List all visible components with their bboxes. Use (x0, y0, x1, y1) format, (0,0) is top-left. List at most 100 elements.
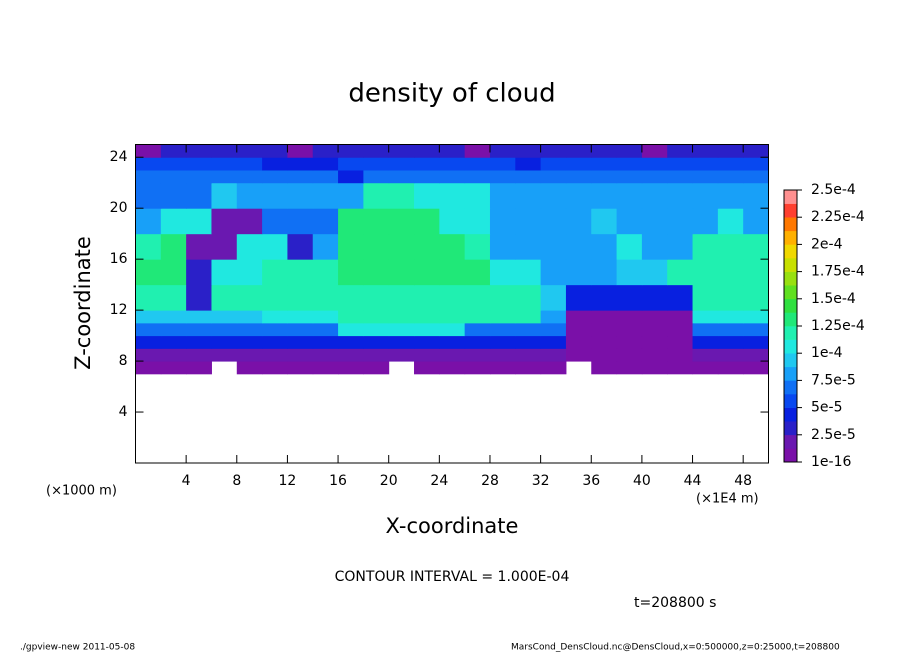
heatmap-cell (338, 310, 364, 324)
heatmap-cell (565, 157, 592, 171)
colorbar-segment (784, 258, 797, 272)
heatmap-cell (565, 335, 592, 349)
heatmap-cell (363, 208, 390, 235)
heatmap-cell (160, 284, 187, 311)
heatmap-cell (616, 335, 643, 349)
heatmap-cell (464, 284, 491, 311)
colorbar-label: 1.75e-4 (811, 264, 865, 280)
heatmap-cell (414, 182, 440, 209)
heatmap-cell (540, 144, 567, 158)
heatmap-cell (211, 169, 238, 184)
heatmap-cell (667, 157, 694, 171)
heatmap-cell (135, 208, 162, 235)
heatmap-cell (338, 348, 364, 362)
x-tick-label: 20 (380, 473, 398, 489)
heatmap-cell (414, 233, 440, 260)
heatmap-cell (186, 310, 212, 324)
heatmap-cell (464, 361, 491, 375)
heatmap-cell (616, 310, 643, 324)
heatmap-cell (312, 310, 339, 324)
heatmap-cell (641, 335, 668, 349)
heatmap-cell (540, 169, 567, 184)
heatmap-cell (135, 233, 162, 260)
heatmap-cell (743, 208, 769, 235)
y-axis-label: Z-coordinate (71, 236, 95, 370)
colorbar-label: 1.25e-4 (811, 318, 865, 334)
colorbar-segment (784, 421, 797, 436)
colorbar-segment (784, 285, 797, 300)
heatmap-cell (135, 182, 162, 209)
chart-title: density of cloud (348, 79, 555, 109)
heatmap-cell (565, 208, 592, 235)
colorbar-segment (784, 190, 797, 204)
heatmap-cell (717, 310, 744, 324)
heatmap-cell (287, 348, 314, 362)
heatmap-cell (312, 169, 339, 184)
heatmap-cell (464, 169, 491, 184)
x-tick-label: 44 (684, 473, 702, 489)
heatmap-cell (667, 169, 694, 184)
heatmap-cell (439, 361, 466, 375)
heatmap-cell (717, 182, 744, 209)
heatmap-cell (414, 310, 440, 324)
heatmap-cell (312, 361, 339, 375)
x-tick-label: 16 (329, 473, 347, 489)
heatmap-cell (439, 284, 466, 311)
colorbar-label: 2.5e-5 (811, 427, 856, 443)
heatmap-cell (515, 335, 542, 349)
heatmap-cell (236, 348, 263, 362)
heatmap-cell (287, 259, 314, 286)
heatmap-cell (338, 335, 364, 349)
heatmap-cell (388, 182, 415, 209)
heatmap-cell (464, 310, 491, 324)
heatmap-cell (616, 144, 643, 158)
heatmap-cell (211, 157, 238, 171)
heatmap-cell (540, 322, 567, 337)
heatmap-cell (591, 361, 618, 375)
heatmap-cell (363, 284, 390, 311)
heatmap-cell (287, 157, 314, 171)
heatmap-cell (211, 335, 238, 349)
heatmap-cell (464, 259, 491, 286)
heatmap-cell (236, 233, 263, 260)
contour-note: CONTOUR INTERVAL = 1.000E-04 (335, 569, 570, 585)
heatmap-cell (540, 335, 567, 349)
colorbar-label: 2.5e-4 (811, 182, 856, 198)
colorbar-label: 1e-4 (811, 345, 843, 361)
heatmap-cell (160, 208, 187, 235)
heatmap-cell (262, 284, 288, 311)
heatmap-cell (641, 284, 668, 311)
heatmap-cell (692, 259, 719, 286)
heatmap-cell (287, 144, 314, 158)
heatmap-cell (591, 348, 618, 362)
heatmap-cell (717, 322, 744, 337)
heatmap-cell (312, 259, 339, 286)
heatmap-cell (414, 208, 440, 235)
heatmap-cell (363, 335, 390, 349)
heatmap-cell (717, 144, 744, 158)
heatmap-cell (616, 182, 643, 209)
heatmap-cell (464, 348, 491, 362)
colorbar-segment (784, 448, 797, 463)
colorbar-label: 1e-16 (811, 454, 851, 470)
heatmap-cell (338, 169, 364, 184)
x-tick-label: 12 (279, 473, 297, 489)
heatmap-cell (160, 169, 187, 184)
y-tick-label: 16 (110, 251, 128, 267)
heatmap-cell (236, 335, 263, 349)
colorbar-segment (784, 407, 797, 422)
x-tick-label: 8 (232, 473, 241, 489)
heatmap-cell (287, 335, 314, 349)
heatmap-cell (667, 144, 694, 158)
heatmap-cell (641, 169, 668, 184)
heatmap-cell (312, 182, 339, 209)
heatmap-cell (160, 144, 187, 158)
heatmap-cell (616, 259, 643, 286)
heatmap-cell (692, 157, 719, 171)
heatmap-cell (616, 233, 643, 260)
x-axis-label: X-coordinate (386, 514, 519, 538)
heatmap-cell (135, 322, 162, 337)
colorbar-segment (784, 244, 797, 259)
heatmap-cell (363, 169, 390, 184)
heatmap-cell (692, 233, 719, 260)
